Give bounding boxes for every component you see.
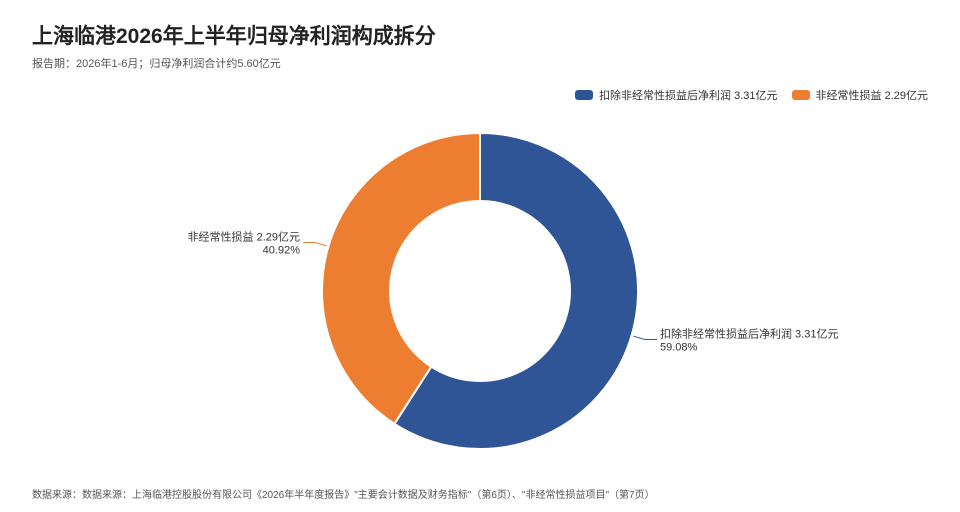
legend-label-nonrecurring: 非经常性损益 2.29亿元 [815, 90, 928, 102]
data-label-nonrecurring: 非经常性损益 2.29亿元 [188, 229, 300, 243]
legend-label-adjusted-profit: 扣除非经常性损益后净利润 3.31亿元 [599, 90, 778, 102]
percent-label-adjusted-profit: 59.08% [660, 342, 698, 354]
percent-label-nonrecurring: 40.92% [263, 244, 301, 256]
chart-subtitle: 报告期：2026年1-6月；归母净利润合计约5.60亿元 [32, 58, 281, 70]
legend-swatch-adjusted-profit [575, 90, 594, 100]
legend-item-nonrecurring[interactable]: 非经常性损益 2.29亿元 [791, 87, 928, 103]
chart-legend: 扣除非经常性损益后净利润 3.31亿元 非经常性损益 2.29亿元 [575, 87, 928, 103]
data-label-adjusted-profit: 扣除非经常性损益后净利润 3.31亿元 [660, 327, 838, 341]
chart-title: 上海临港2026年上半年归母净利润构成拆分 [32, 25, 436, 48]
leader-line-adjusted-profit [633, 335, 658, 341]
donut-slice-adjusted-profit[interactable] [393, 131, 639, 450]
data-source-note: 数据来源：数据来源：上海临港控股股份有限公司《2026年半年度报告》"主要会计数… [32, 490, 655, 501]
leader-line-nonrecurring [302, 241, 327, 247]
legend-item-adjusted-profit[interactable]: 扣除非经常性损益后净利润 3.31亿元 [575, 87, 778, 103]
legend-swatch-nonrecurring [791, 90, 810, 100]
donut-slice-nonrecurring[interactable] [321, 131, 481, 426]
